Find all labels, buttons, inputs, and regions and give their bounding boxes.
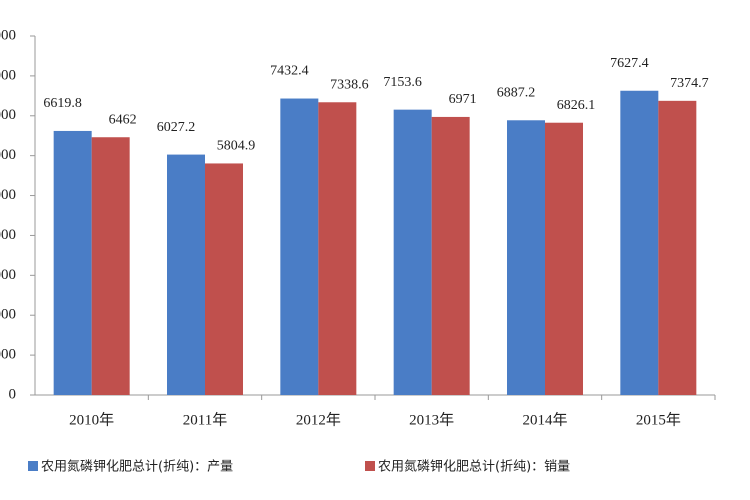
value-label: 6826.1: [557, 98, 596, 113]
y-tick-label: 0: [9, 386, 17, 402]
legend-swatch: [28, 461, 38, 471]
y-tick-label: 2000: [0, 307, 16, 323]
y-tick-label: 6000: [0, 147, 16, 163]
bar: [91, 137, 130, 395]
legend-swatch: [365, 461, 375, 471]
value-label: 7374.7: [670, 76, 709, 91]
value-label: 7627.4: [610, 56, 649, 71]
bar: [658, 100, 697, 395]
value-label: 6971: [449, 92, 477, 107]
value-label: 6619.8: [43, 96, 82, 111]
value-label: 6027.2: [157, 120, 196, 135]
bar: [507, 120, 545, 395]
y-tick-label: 3000: [0, 267, 16, 283]
x-tick-label: 2014年: [522, 411, 567, 428]
legend-label: 农用氮磷钾化肥总计(折纯)：产量: [41, 460, 233, 475]
y-tick-label: 4000: [0, 227, 16, 243]
value-label: 6887.2: [497, 85, 536, 100]
x-tick-label: 2010年: [69, 411, 114, 428]
y-tick-label: 5000: [0, 187, 16, 203]
bar: [393, 109, 432, 395]
bar: [620, 90, 659, 395]
y-tick-label: 1000: [0, 347, 16, 363]
bar: [205, 163, 243, 395]
x-tick-label: 2012年: [296, 411, 341, 428]
value-label: 7338.6: [330, 77, 369, 92]
bar: [431, 116, 470, 395]
value-label: 7432.4: [270, 64, 309, 79]
bar: [167, 154, 205, 395]
bar: [318, 102, 357, 396]
y-tick-label: 9000: [0, 27, 16, 43]
x-tick-label: 2015年: [636, 411, 681, 428]
x-tick-label: 2013年: [409, 411, 454, 428]
value-label: 6462: [109, 112, 137, 127]
bar: [280, 98, 319, 396]
value-label: 5804.9: [217, 139, 256, 154]
x-tick-label: 2011年: [183, 411, 227, 428]
bar: [53, 130, 92, 395]
y-tick-label: 8000: [0, 67, 16, 83]
value-label: 7153.6: [383, 75, 422, 90]
legend-label: 农用氮磷钾化肥总计(折纯)：销量: [378, 460, 570, 475]
y-tick-label: 7000: [0, 107, 16, 123]
bar: [545, 122, 583, 396]
